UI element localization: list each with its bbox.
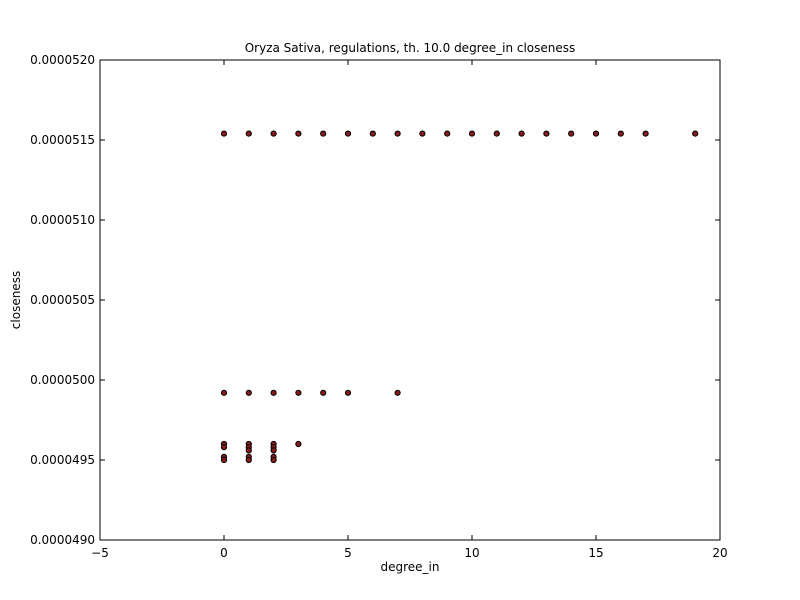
x-tick-label-3: 10: [464, 546, 479, 560]
data-point-27: [220, 444, 228, 451]
data-point-4: [320, 130, 327, 137]
data-point-39: [270, 456, 277, 464]
y-tick-label-0: 0.0000490: [30, 533, 95, 547]
data-point-16: [617, 130, 624, 137]
data-point-40: [295, 440, 302, 448]
data-point-29: [220, 456, 228, 464]
x-axis-label: degree_in: [381, 560, 440, 574]
plot-frame: [99, 59, 721, 541]
x-tick-label-5: 20: [712, 546, 727, 560]
data-point-34: [245, 456, 252, 464]
data-point-5: [344, 130, 352, 137]
data-point-13: [543, 130, 550, 137]
data-point-1: [245, 130, 252, 137]
data-point-21: [270, 389, 277, 396]
data-point-19: [220, 389, 228, 396]
points-layer: [220, 130, 699, 464]
data-point-14: [568, 130, 575, 137]
x-tick-label-2: 5: [344, 546, 352, 560]
y-tick-label-5: 0.0000515: [30, 133, 95, 147]
data-point-11: [493, 130, 500, 137]
x-tick-label-0: −5: [91, 546, 109, 560]
y-tick-label-1: 0.0000495: [30, 453, 95, 467]
data-point-10: [468, 130, 476, 137]
data-point-8: [419, 130, 426, 137]
data-point-24: [344, 389, 352, 396]
data-point-15: [592, 130, 600, 137]
data-point-20: [245, 389, 252, 396]
data-point-3: [295, 130, 302, 137]
ticks-layer: −5 0 5 10 15 20 0.0000490 0.0000495 0.0000500 0.0…: [30, 53, 728, 560]
chart-title: Oryza Sativa, regulations, th. 10.0 degr…: [245, 41, 576, 55]
y-tick-label-3: 0.0000505: [30, 293, 95, 307]
data-point-17: [642, 130, 649, 137]
data-point-22: [295, 389, 302, 396]
data-point-23: [320, 389, 327, 396]
x-tick-label-4: 15: [588, 546, 603, 560]
y-tick-label-4: 0.0000510: [30, 213, 95, 227]
data-point-18: [692, 130, 699, 137]
y-tick-label-6: 0.0000520: [30, 53, 95, 67]
data-point-7: [394, 130, 401, 137]
data-point-32: [245, 447, 252, 454]
data-point-2: [270, 130, 277, 137]
data-point-12: [518, 130, 525, 137]
data-point-9: [444, 130, 451, 137]
data-point-37: [270, 447, 277, 454]
y-axis-label: closeness: [9, 271, 23, 329]
data-point-25: [394, 389, 401, 396]
x-tick-label-1: 0: [220, 546, 228, 560]
data-point-6: [369, 130, 376, 137]
data-point-0: [220, 130, 228, 137]
y-tick-label-2: 0.0000500: [30, 373, 95, 387]
